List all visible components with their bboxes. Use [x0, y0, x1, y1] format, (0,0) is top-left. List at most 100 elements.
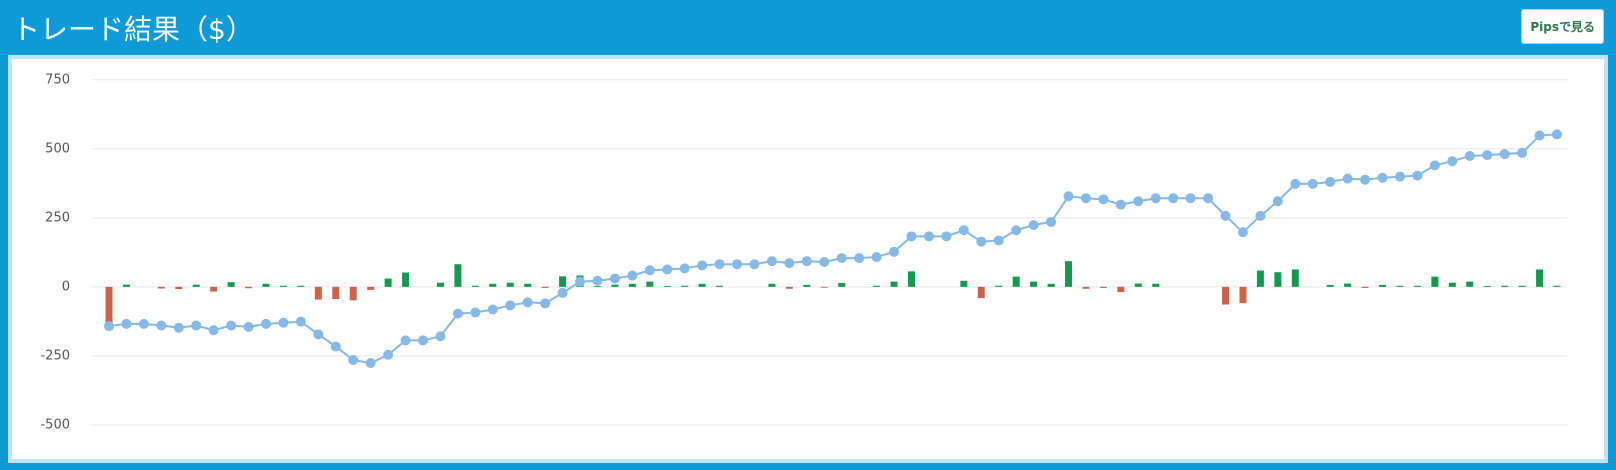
bar	[384, 278, 392, 287]
bar	[1065, 261, 1073, 287]
bar	[1274, 272, 1282, 287]
point	[522, 297, 533, 308]
point	[1447, 156, 1458, 167]
page-title: トレード結果（$）	[12, 13, 254, 46]
point	[871, 252, 882, 263]
point	[784, 258, 795, 269]
y-tick-label: -250	[40, 348, 70, 363]
point	[1552, 129, 1562, 140]
bar	[803, 284, 811, 287]
point	[1429, 160, 1440, 171]
bar	[1483, 286, 1491, 287]
bar	[1256, 270, 1264, 287]
bar	[890, 281, 898, 287]
y-tick-label: 750	[45, 72, 70, 87]
bar	[1326, 284, 1334, 287]
point	[976, 236, 987, 247]
bar	[1047, 283, 1055, 287]
point	[1342, 173, 1353, 184]
bar	[593, 286, 601, 287]
bar	[297, 285, 305, 287]
bar	[1082, 286, 1090, 289]
bar	[1291, 269, 1299, 287]
bar	[262, 283, 270, 287]
bar	[1466, 281, 1474, 287]
bar	[175, 286, 183, 290]
bar	[192, 284, 200, 287]
point	[732, 259, 743, 270]
point	[383, 349, 394, 360]
point	[958, 225, 969, 236]
bar	[716, 285, 724, 287]
bar	[663, 286, 671, 287]
bar	[611, 284, 619, 287]
bar	[698, 283, 706, 287]
point	[714, 259, 725, 270]
point	[400, 335, 411, 346]
point	[1028, 220, 1039, 230]
point	[1464, 150, 1475, 161]
point	[697, 260, 708, 271]
point	[505, 300, 516, 311]
bar	[314, 286, 322, 300]
point	[313, 329, 324, 340]
point	[836, 253, 847, 264]
point	[365, 358, 376, 369]
bar	[1239, 286, 1247, 304]
point	[191, 320, 202, 331]
point	[1412, 170, 1423, 181]
point	[749, 259, 760, 270]
bar	[1518, 285, 1526, 287]
point	[1203, 193, 1214, 204]
point	[1307, 178, 1318, 189]
pips-button[interactable]: Pipsで見る	[1521, 9, 1604, 44]
bar	[1536, 269, 1544, 287]
bar	[541, 286, 549, 288]
bar	[1152, 283, 1160, 287]
bar	[402, 272, 410, 287]
y-tick-label: 0	[62, 279, 70, 294]
point	[1534, 130, 1545, 141]
bar	[960, 280, 968, 287]
bar	[1117, 286, 1125, 293]
point	[452, 308, 463, 319]
bar	[908, 271, 916, 287]
line	[108, 133, 1558, 365]
point	[766, 256, 777, 267]
point	[1063, 191, 1074, 202]
point	[418, 335, 429, 346]
bar	[1501, 285, 1509, 287]
bar	[820, 286, 828, 288]
point	[627, 270, 638, 281]
point	[487, 304, 498, 315]
point	[889, 246, 900, 257]
bar	[332, 286, 340, 299]
bar	[1361, 286, 1369, 288]
bar	[1222, 286, 1230, 305]
point	[575, 276, 586, 287]
point	[1150, 193, 1161, 204]
bar	[646, 281, 654, 287]
point	[1237, 227, 1248, 238]
chart-panel: 750 500 250 0 -250 -500	[8, 55, 1608, 463]
bar	[105, 286, 113, 327]
bar	[506, 282, 514, 287]
bar	[1030, 281, 1038, 287]
bar	[349, 286, 357, 301]
point	[1290, 178, 1301, 189]
point	[1185, 193, 1196, 204]
point	[644, 265, 655, 276]
point	[156, 320, 167, 331]
bar	[1413, 285, 1421, 287]
bar	[1379, 284, 1387, 287]
point	[906, 231, 917, 242]
bar	[227, 282, 235, 287]
point	[295, 316, 306, 327]
y-tick-label: 500	[45, 141, 70, 156]
point	[470, 307, 481, 318]
point	[435, 331, 446, 342]
bar	[1553, 285, 1561, 287]
point	[1046, 216, 1057, 227]
point	[923, 231, 934, 242]
point	[278, 317, 289, 328]
